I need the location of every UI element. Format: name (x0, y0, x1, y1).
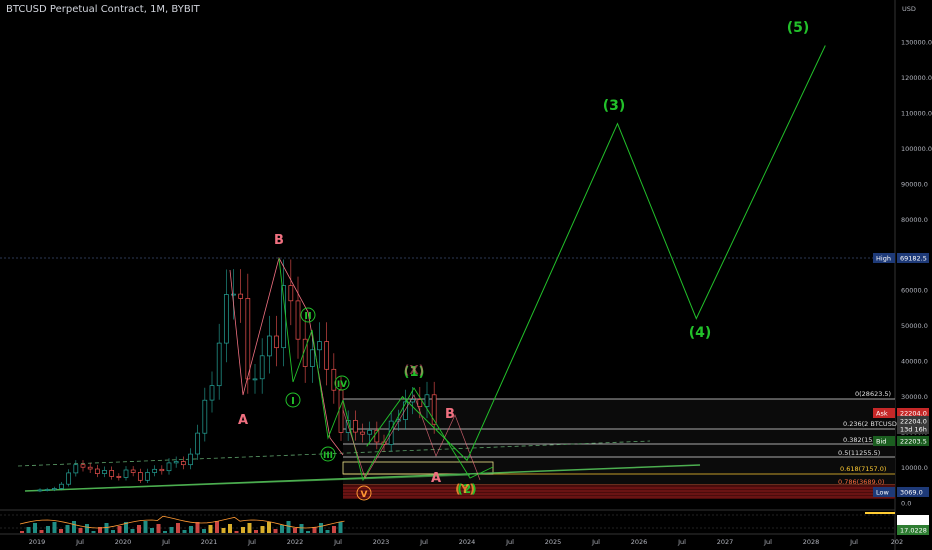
x-tick-label: 2024 (459, 538, 476, 546)
y-tick-label: 10000.0 (901, 464, 928, 472)
wave-label-4: (4) (689, 325, 712, 341)
price-tag-value: 13d 16h (900, 426, 927, 434)
fib-label-0786: 0.786(3689.0) (838, 478, 884, 486)
x-tick-label: Jul (677, 538, 686, 546)
wave-label-b-top: B (274, 233, 284, 248)
y-tick-label: 130000.0 (901, 39, 932, 47)
projection-line[interactable] (366, 45, 826, 462)
wave-lines (229, 256, 494, 482)
wave-labels: (5) (3) (4) B A B A II IV I III (1) (2) … (238, 20, 810, 501)
wave-label-a-right: A (431, 471, 441, 486)
x-tick-label: 2019 (29, 538, 46, 546)
fib-retracement[interactable] (342, 398, 895, 499)
x-tick-label: 2025 (545, 538, 562, 546)
wave-label-ii: II (304, 311, 311, 322)
x-tick-label: Jul (161, 538, 170, 546)
wave-label-a-left: A (238, 413, 248, 428)
y-tick-label: 0.0 (901, 500, 911, 508)
wave-label-x: (X) (404, 363, 424, 377)
y-tick-label: 30000.0 (901, 393, 928, 401)
wave-label-iv: IV (337, 380, 347, 390)
y-axis-unit: USD (902, 5, 916, 13)
y-tick-label: 110000.0 (901, 109, 932, 117)
x-tick-label: Jul (333, 538, 342, 546)
wave-label-5: (5) (787, 20, 810, 36)
y-tick-label: 40000.0 (901, 358, 928, 366)
x-tick-label: Jul (247, 538, 256, 546)
x-tick-label: 2022 (287, 538, 304, 546)
x-tick-label: Jul (75, 538, 84, 546)
wave-label-v: V (361, 490, 368, 500)
y-tick-label: 100000.0 (901, 145, 932, 153)
price-tag: 17.0228 (897, 525, 929, 535)
price-tag: Low 3069.0 (873, 487, 929, 497)
y-tick-label: 120000.0 (901, 74, 932, 82)
y-tick-label: 90000.0 (901, 180, 928, 188)
price-tag: 22204.0 (897, 416, 929, 426)
wave-label-i: I (291, 396, 295, 407)
y-tick-label: 60000.0 (901, 287, 928, 295)
x-tick-label: Jul (591, 538, 600, 546)
x-tick-label: Jul (419, 538, 428, 546)
wave-label-b-right: B (445, 407, 455, 422)
price-tag-label: Low (876, 489, 889, 497)
x-axis[interactable]: 2019 Jul 2020 Jul 2021 Jul 2022 Jul 2023 Jul 2024 J… (29, 538, 903, 546)
price-tag-label: Bid (876, 438, 886, 446)
price-tag-label: Ask (876, 410, 888, 418)
x-tick-label: 2027 (717, 538, 734, 546)
x-tick-label: 2023 (373, 538, 390, 546)
price-tag-label: High (876, 255, 891, 263)
x-tick-label: 2028 (803, 538, 820, 546)
indicator-panel (0, 512, 895, 533)
fib-label-0382: 0.382(1535· (843, 436, 883, 444)
wave-label-3: (3) (603, 98, 626, 114)
x-tick-label: 2026 (631, 538, 648, 546)
x-tick-label: Jul (849, 538, 858, 546)
price-tag-value: 69182.5 (900, 255, 927, 263)
x-tick-label: Jul (763, 538, 772, 546)
fib-label-05: 0.5(11255.5) (838, 449, 880, 457)
wave-label-iii: III (323, 451, 333, 461)
wave-label-1: (1) (404, 365, 425, 380)
price-tag: High 69182.5 (873, 253, 929, 263)
x-tick-label: Jul (505, 538, 514, 546)
x-tick-label: 202 (891, 538, 903, 546)
price-tag-value: 78.3928 (900, 517, 927, 525)
price-tag-value: 22203.5 (900, 438, 927, 446)
fib-label-0618: 0.618(7157.0) (840, 465, 886, 473)
y-tick-label: 50000.0 (901, 322, 928, 330)
price-tag-value: 22204.0 (900, 418, 927, 426)
price-tag-value: 22204.0 (900, 410, 927, 418)
x-tick-label: 2021 (201, 538, 218, 546)
y-tick-label: 80000.0 (901, 216, 928, 224)
price-tag-value: 17.0228 (900, 527, 927, 535)
price-tag: 13d 16h (897, 424, 929, 434)
chart-title: BTCUSD Perpetual Contract, 1M, BYBIT (6, 4, 200, 15)
x-tick-label: 2020 (115, 538, 132, 546)
price-tag: Ask 22204.0 (873, 408, 929, 418)
wave-label-2: (2) (457, 482, 476, 496)
fib-label-0236: 0.236(2 BTCUSD (843, 420, 897, 428)
fib-labels: 0(28623.5) 0.236(2 BTCUSD 0.382(1535· 0.… (838, 390, 897, 486)
price-tag: Bid 22203.5 (873, 436, 929, 446)
price-tag-value: 3069.0 (900, 489, 923, 497)
wave-label-y: (Y) (455, 482, 475, 496)
price-tag: 78.3928 (897, 515, 929, 525)
fib-label-0: 0(28623.5) (855, 390, 891, 398)
